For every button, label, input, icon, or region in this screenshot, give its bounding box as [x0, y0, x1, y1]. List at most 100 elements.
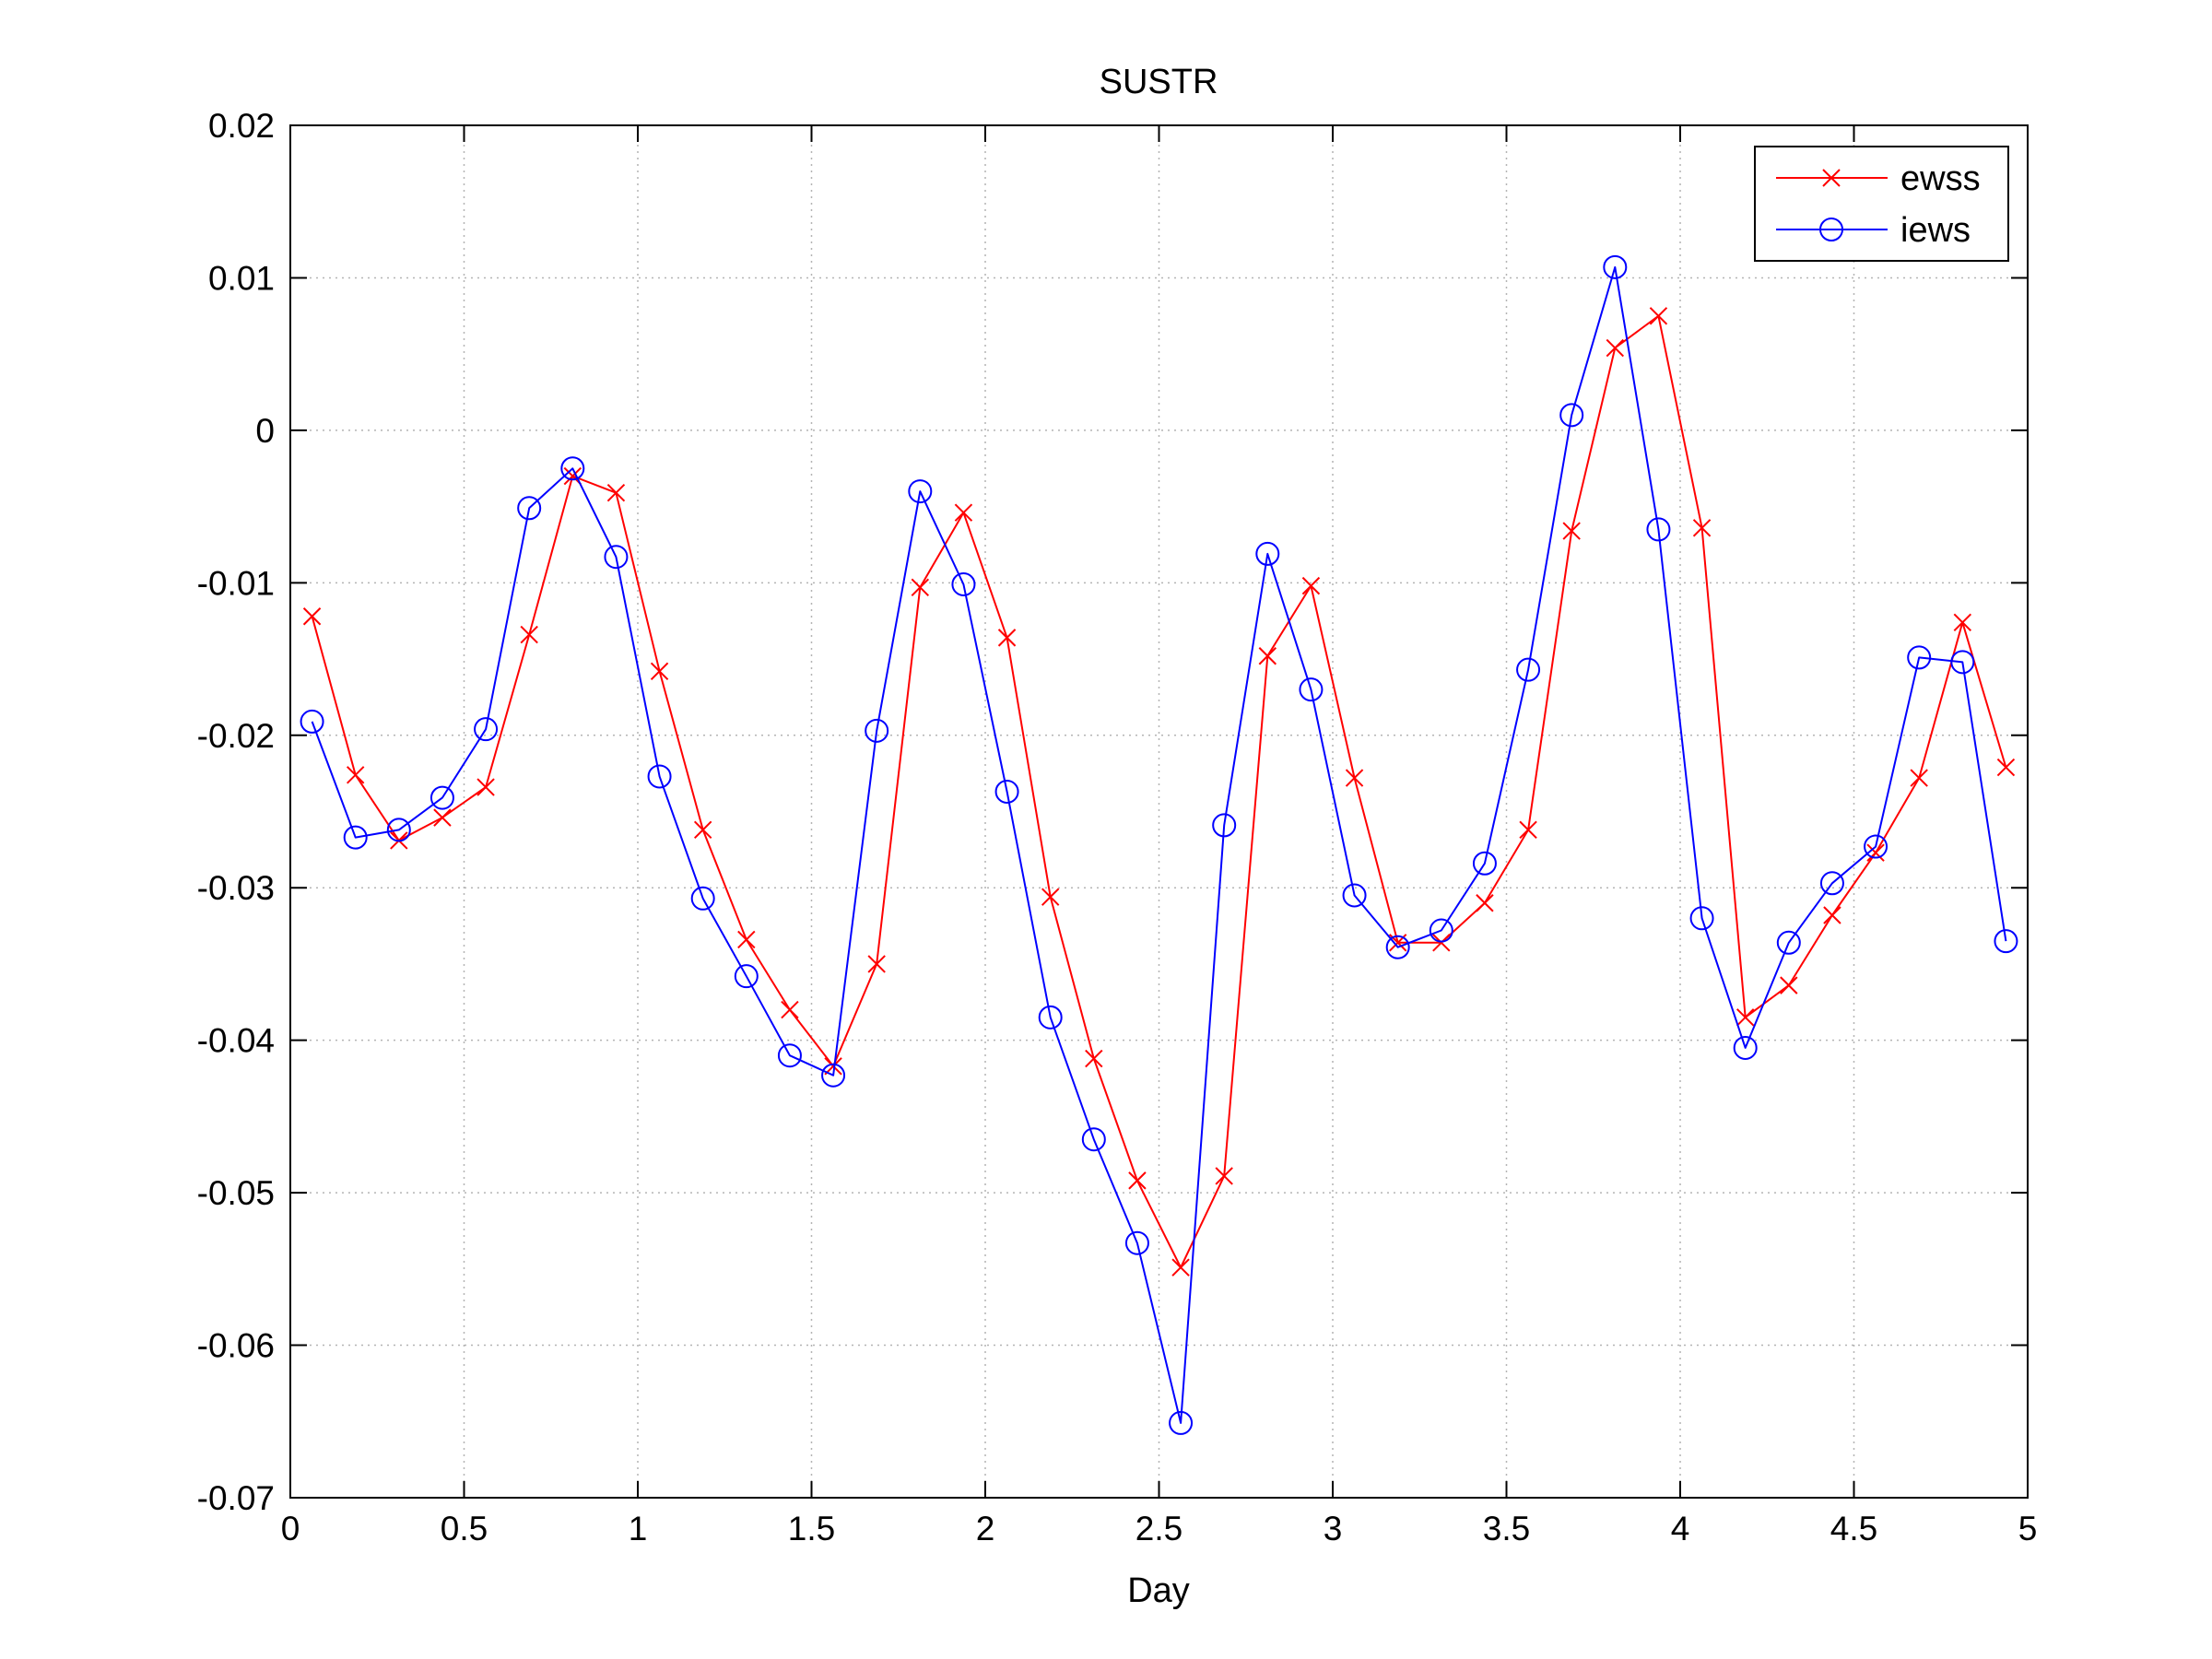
data-point-iews: [1038, 1005, 1063, 1030]
data-point-ewss: [1735, 1008, 1755, 1027]
data-point-ewss: [954, 503, 973, 522]
data-point-iews: [386, 818, 411, 842]
data-point-iews: [1081, 1127, 1106, 1152]
series-ewss: [302, 307, 2016, 1277]
legend-label-iews: iews: [1900, 211, 1971, 250]
data-point-iews: [1603, 254, 1628, 279]
data-point-ewss: [1606, 338, 1625, 358]
data-point-ewss: [867, 955, 886, 973]
x-tick-label: 2.5: [1135, 1510, 1182, 1547]
x-tick-label: 4: [1671, 1510, 1690, 1547]
legend: ewss iews: [1754, 146, 2009, 262]
data-point-iews: [604, 545, 629, 570]
data-point-ewss: [1519, 820, 1537, 840]
data-point-iews: [1124, 1230, 1149, 1255]
plot-area-frame: [289, 124, 2029, 1499]
data-point-iews: [994, 779, 1019, 804]
data-point-ewss: [433, 808, 452, 827]
data-point-ewss: [1345, 769, 1364, 787]
data-point-ewss: [824, 1057, 842, 1076]
x-tick-label: 0: [281, 1510, 300, 1547]
data-point-iews: [560, 456, 585, 481]
data-point-iews: [1516, 657, 1541, 682]
data-point-iews: [1907, 645, 1932, 670]
data-point-iews: [474, 717, 499, 742]
data-point-iews: [1385, 935, 1410, 959]
data-point-ewss: [1692, 519, 1712, 537]
data-point-ewss: [1041, 888, 1060, 906]
data-point-ewss: [997, 629, 1017, 647]
chart-title: SUSTR: [1100, 63, 1218, 101]
y-tick-label: -0.01: [197, 564, 275, 602]
data-point-iews: [517, 496, 542, 521]
y-tick-label: -0.02: [197, 717, 275, 755]
y-tick-label: -0.04: [197, 1022, 275, 1060]
data-point-ewss: [606, 484, 626, 502]
grid-lines: [290, 125, 2028, 1498]
data-point-iews: [1733, 1035, 1758, 1060]
y-tick-label: -0.06: [197, 1327, 275, 1365]
data-point-ewss: [1085, 1049, 1103, 1068]
data-point-ewss: [650, 662, 669, 680]
data-point-iews: [1994, 929, 2018, 954]
x-tick-label: 3: [1324, 1510, 1343, 1547]
data-point-ewss: [1562, 522, 1581, 540]
data-series: [300, 254, 2018, 1435]
data-point-iews: [821, 1063, 846, 1088]
data-point-ewss: [302, 607, 322, 626]
series-line-iews: [311, 265, 2007, 1424]
y-tick-label: -0.05: [197, 1174, 275, 1212]
data-point-ewss: [1649, 307, 1668, 325]
legend-marker-ewss: [1822, 169, 1841, 187]
data-point-iews: [951, 571, 976, 596]
data-point-iews: [1776, 930, 1801, 955]
series-line-ewss: [311, 314, 2007, 1269]
data-point-iews: [1255, 541, 1280, 566]
data-point-iews: [1472, 851, 1497, 876]
data-point-ewss: [1301, 576, 1321, 595]
y-tick-label: -0.07: [197, 1479, 275, 1517]
y-tick-label: 0.01: [208, 259, 275, 297]
legend-label-ewss: ewss: [1900, 159, 1981, 198]
x-tick-label: 1.5: [788, 1510, 835, 1547]
data-point-ewss: [1866, 843, 1885, 862]
legend-marker-iews: [1819, 218, 1843, 241]
data-point-iews: [1819, 871, 1844, 896]
data-point-ewss: [1910, 769, 1928, 787]
data-point-ewss: [1953, 613, 1972, 632]
data-point-iews: [343, 825, 368, 850]
data-point-ewss: [1171, 1258, 1190, 1277]
data-point-ewss: [781, 1000, 799, 1019]
data-point-ewss: [1215, 1167, 1233, 1185]
data-point-ewss: [520, 625, 538, 644]
legend-box: [1754, 146, 2009, 262]
data-point-ewss: [1996, 758, 2016, 777]
data-point-iews: [1689, 906, 1714, 931]
data-point-ewss: [1432, 934, 1451, 952]
data-point-iews: [1559, 403, 1584, 428]
y-axis-tick-labels: -0.07 -0.06 -0.05 -0.04 -0.03 -0.02 -0.01 0 0.01…: [197, 107, 275, 1517]
data-point-ewss: [1780, 976, 1798, 994]
data-point-iews: [1646, 517, 1671, 542]
data-point-iews: [1299, 677, 1324, 702]
y-tick-label: 0: [255, 412, 275, 450]
x-axis-tick-labels: 0 0.5 1 1.5 2 2.5 3 3.5 4 4.5 5: [281, 1510, 2038, 1547]
data-point-ewss: [346, 766, 365, 784]
data-point-iews: [1169, 1410, 1194, 1435]
data-point-ewss: [1128, 1171, 1147, 1190]
data-point-iews: [429, 785, 454, 810]
data-point-iews: [1864, 834, 1888, 859]
x-axis-title: Day: [1127, 1571, 1190, 1610]
data-point-iews: [647, 764, 672, 789]
data-point-ewss: [1258, 647, 1277, 665]
data-point-iews: [1429, 918, 1453, 943]
data-point-iews: [1342, 883, 1367, 908]
data-point-ewss: [911, 578, 930, 597]
data-point-iews: [908, 479, 933, 504]
data-point-iews: [690, 886, 715, 911]
data-point-ewss: [1823, 906, 1841, 924]
y-tick-label: 0.02: [208, 107, 275, 145]
x-tick-label: 0.5: [441, 1510, 488, 1547]
x-tick-label: 5: [2018, 1510, 2038, 1547]
x-tick-label: 2: [976, 1510, 995, 1547]
